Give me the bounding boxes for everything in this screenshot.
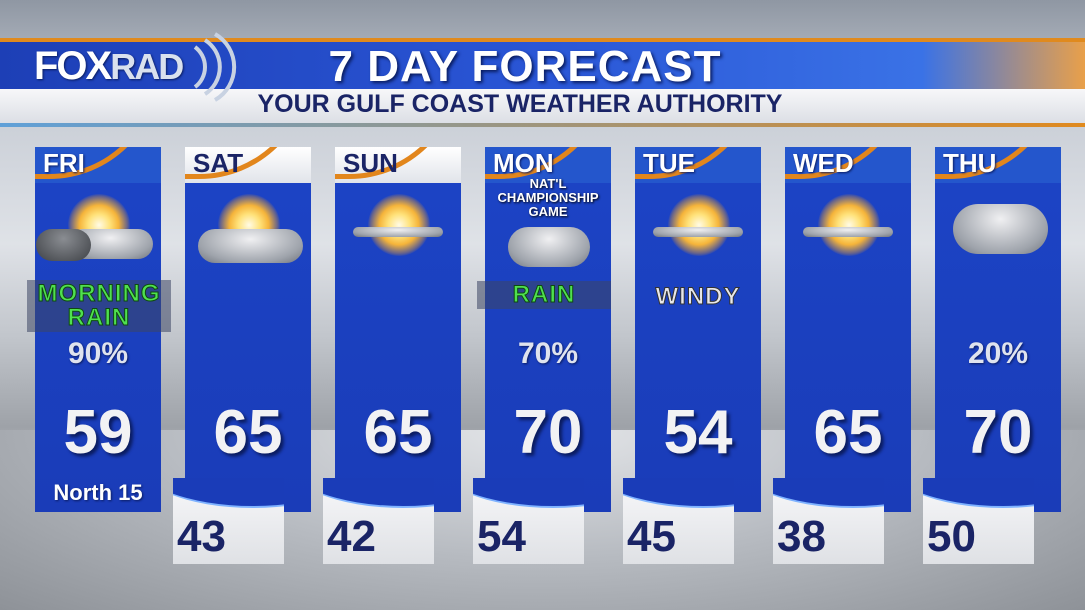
mostly-sunny-icon [798, 189, 898, 279]
cloud-icon [653, 227, 743, 237]
day-label: MON [493, 148, 554, 178]
page-title: 7 DAY FORECAST [328, 42, 722, 91]
low-box-curve [923, 478, 1034, 508]
day-label: FRI [43, 148, 85, 178]
logo-fox: FOX [34, 44, 112, 88]
cloud-icon [803, 227, 893, 237]
dark-cloud-icon [36, 229, 91, 261]
day-header: SUN [335, 147, 461, 183]
low-temp: 50 [927, 512, 976, 561]
low-temp-box: 45 [623, 478, 734, 564]
high-temp: 54 [663, 398, 733, 467]
low-temp-box: 43 [173, 478, 284, 564]
page-subtitle: YOUR GULF COAST WEATHER AUTHORITY [257, 90, 783, 118]
low-box-curve [473, 478, 584, 508]
cloud-icon [953, 204, 1048, 254]
sun-icon [368, 194, 430, 256]
mostly-sunny-icon [348, 189, 448, 279]
condition-line: RAIN [67, 304, 131, 331]
precip-chance: 20% [967, 337, 1029, 370]
high-temp: 70 [963, 398, 1033, 467]
mostly-sunny-icon [648, 189, 748, 279]
cloud-icon [508, 227, 590, 267]
day-header: SAT [185, 147, 311, 183]
subtitle-bar [0, 89, 1085, 123]
partly-sunny-rain-icon [36, 189, 153, 279]
condition-line: MORNING [37, 280, 161, 307]
low-temp: 38 [777, 512, 826, 561]
day-label: WED [793, 148, 854, 178]
low-temp: 45 [627, 512, 676, 561]
high-temp: 65 [363, 398, 433, 467]
low-temp-box: 50 [923, 478, 1034, 564]
cloud-icon [198, 229, 303, 263]
radar-waves-icon [193, 32, 237, 102]
rain-cloud-icon [498, 189, 598, 279]
low-temp: 42 [327, 512, 376, 561]
event-note: NAT'L CHAMPIONSHIP GAME [497, 176, 599, 219]
condition-line: WINDY [655, 283, 741, 310]
low-temp-box: 54 [473, 478, 584, 564]
day-label: THU [943, 148, 997, 178]
wind: North 15 [53, 480, 143, 505]
day-header: MON [485, 147, 611, 183]
high-temp: 65 [813, 398, 883, 467]
sun-icon [818, 194, 880, 256]
low-temp-box: 38 [773, 478, 884, 564]
condition-line: RAIN [512, 281, 576, 308]
cloudy-icon [948, 189, 1048, 279]
day-label: SAT [193, 148, 244, 178]
day-header: THU [935, 147, 1061, 183]
logo-rad: RAD [110, 46, 184, 87]
low-temp-box: 42 [323, 478, 434, 564]
high-temp: 59 [63, 398, 133, 467]
precip-chance: 90% [67, 337, 129, 370]
partly-cloudy-icon [198, 189, 303, 279]
high-temp: 65 [213, 398, 283, 467]
sun-icon [668, 194, 730, 256]
low-temp: 43 [177, 512, 226, 561]
low-box-curve [773, 478, 884, 508]
day-header: WED [785, 147, 911, 183]
cloud-icon [353, 227, 443, 237]
low-temp: 54 [477, 512, 526, 561]
condition-label: MORNING RAIN [27, 280, 171, 332]
title-bar [0, 42, 1085, 89]
precip-chance: 70% [517, 337, 579, 370]
divider [0, 38, 1085, 42]
day-header: TUE [635, 147, 761, 183]
day-label: SUN [343, 148, 398, 178]
day-label: TUE [643, 148, 695, 178]
divider [0, 123, 1085, 127]
low-box-curve [173, 478, 284, 508]
day-header: FRI [35, 147, 161, 183]
condition-label: WINDY [635, 283, 761, 310]
foxrad-logo: FOXRAD [34, 44, 184, 89]
low-box-curve [623, 478, 734, 508]
condition-label: RAIN [477, 281, 611, 309]
high-temp: 70 [513, 398, 583, 467]
day-card [485, 147, 611, 512]
low-box-curve [323, 478, 434, 508]
